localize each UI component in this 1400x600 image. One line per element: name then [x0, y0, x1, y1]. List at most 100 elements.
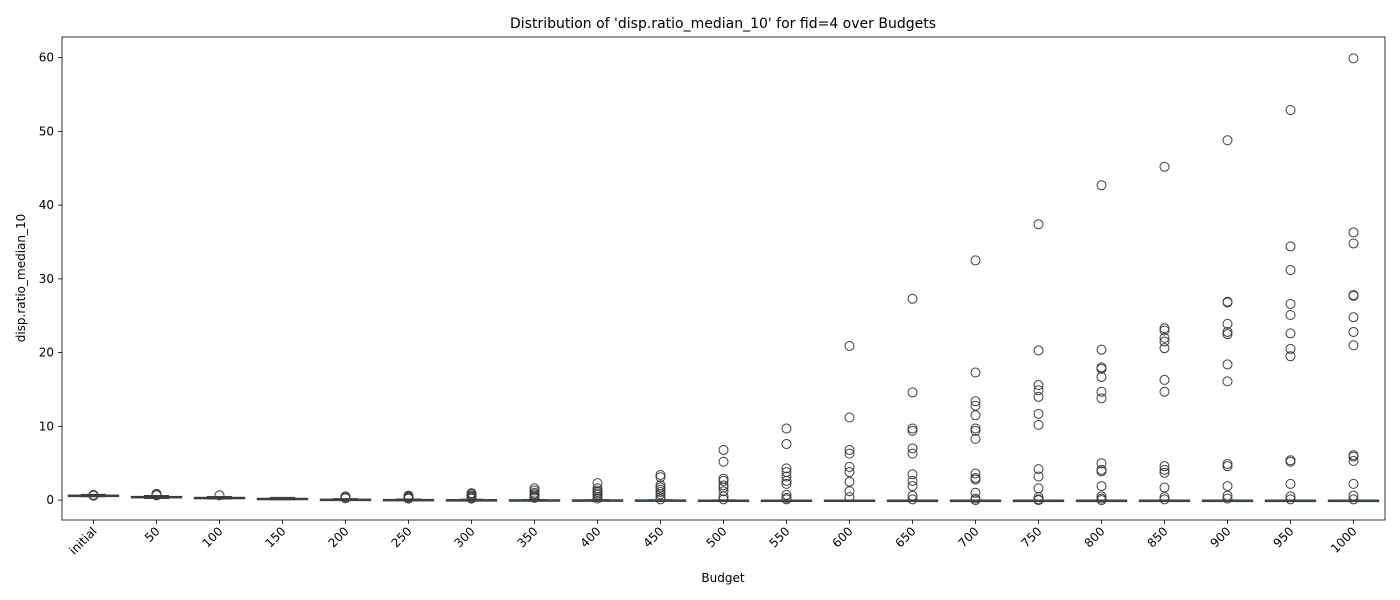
outlier-250-4 — [403, 493, 414, 504]
outlier-600-3 — [844, 448, 855, 459]
outlier-900-10 — [1222, 481, 1233, 492]
box-450 — [634, 470, 687, 505]
outlier-550-1 — [781, 439, 792, 450]
box-600 — [823, 340, 876, 503]
box-350 — [508, 483, 561, 503]
outlier-900-4 — [1222, 326, 1233, 337]
outlier-650-1 — [907, 387, 918, 398]
outlier-850-9 — [1159, 464, 1170, 475]
outlier-550-6 — [781, 478, 792, 489]
outlier-950-5 — [1285, 328, 1296, 339]
outlier-800-11 — [1096, 491, 1107, 502]
outlier-550-5 — [781, 475, 792, 486]
x-tick-label-initial: initial — [66, 524, 99, 557]
outlier-750-4 — [1033, 391, 1044, 402]
outlier-750-0 — [1033, 219, 1044, 230]
outlier-500-6 — [718, 486, 729, 497]
box-400 — [571, 478, 624, 504]
outlier-800-5 — [1096, 386, 1107, 397]
outlier-850-4 — [1159, 336, 1170, 347]
x-tick-label-100: 100 — [200, 524, 226, 550]
box-200 — [319, 491, 372, 504]
outlier-850-2 — [1159, 325, 1170, 336]
outlier-850-12 — [1159, 492, 1170, 503]
outlier-900-8 — [1222, 458, 1233, 469]
outlier-900-9 — [1222, 461, 1233, 472]
x-tick-label-550: 550 — [767, 524, 793, 550]
outlier-850-0 — [1159, 161, 1170, 172]
outlier-initial-1 — [88, 489, 99, 500]
outlier-700-5 — [970, 423, 981, 434]
outlier-450-5 — [655, 486, 666, 497]
outlier-650-0 — [907, 293, 918, 304]
outlier-950-9 — [1285, 456, 1296, 467]
y-tick-label-40: 40 — [39, 198, 54, 212]
outlier-550-9 — [781, 494, 792, 505]
outlier-650-9 — [907, 490, 918, 501]
outlier-650-5 — [907, 448, 918, 459]
x-tick-label-50: 50 — [142, 524, 163, 545]
box-initial — [67, 489, 120, 501]
outlier-700-3 — [970, 400, 981, 411]
outlier-900-12 — [1222, 493, 1233, 504]
outlier-450-4 — [655, 484, 666, 495]
x-tick-label-650: 650 — [893, 524, 919, 550]
x-tick-label-800: 800 — [1082, 524, 1108, 550]
outlier-600-4 — [844, 461, 855, 472]
box-650 — [886, 293, 939, 505]
plot-frame — [61, 36, 1386, 521]
x-tick-label-300: 300 — [452, 524, 478, 550]
box-750 — [1012, 219, 1065, 506]
box-800 — [1075, 180, 1128, 506]
outlier-900-6 — [1222, 359, 1233, 370]
outlier-650-8 — [907, 481, 918, 492]
outlier-750-6 — [1033, 419, 1044, 430]
y-tick-label-20: 20 — [39, 346, 54, 360]
outlier-1000-0 — [1348, 53, 1359, 64]
x-tick-label-450: 450 — [641, 524, 667, 550]
box-500 — [697, 444, 750, 505]
outlier-700-10 — [970, 474, 981, 485]
outlier-650-6 — [907, 469, 918, 480]
outlier-650-7 — [907, 475, 918, 486]
outlier-600-6 — [844, 476, 855, 487]
outlier-700-2 — [970, 396, 981, 407]
outlier-950-11 — [1285, 491, 1296, 502]
outlier-750-11 — [1033, 494, 1044, 505]
outlier-750-12 — [1033, 495, 1044, 506]
outlier-100-0 — [214, 490, 225, 501]
outlier-800-3 — [1096, 363, 1107, 374]
outlier-500-1 — [718, 456, 729, 467]
outlier-900-7 — [1222, 376, 1233, 387]
x-tick-label-700: 700 — [956, 524, 982, 550]
outlier-950-3 — [1285, 298, 1296, 309]
outlier-650-2 — [907, 423, 918, 434]
outlier-700-6 — [970, 425, 981, 436]
outlier-1000-3 — [1348, 290, 1359, 301]
outlier-450-8 — [655, 494, 666, 505]
outlier-850-5 — [1159, 343, 1170, 354]
box-900 — [1201, 135, 1254, 504]
outlier-550-0 — [781, 423, 792, 434]
outlier-950-1 — [1285, 241, 1296, 252]
outlier-800-13 — [1096, 495, 1107, 506]
outlier-500-3 — [718, 475, 729, 486]
outlier-700-7 — [970, 433, 981, 444]
outlier-950-6 — [1285, 343, 1296, 354]
outlier-400-7 — [592, 493, 603, 504]
outlier-450-3 — [655, 482, 666, 493]
outlier-500-0 — [718, 444, 729, 455]
outlier-850-8 — [1159, 461, 1170, 472]
outlier-1000-2 — [1348, 238, 1359, 249]
outlier-700-13 — [970, 495, 981, 506]
outlier-200-3 — [340, 493, 351, 504]
outlier-800-7 — [1096, 458, 1107, 469]
outlier-700-0 — [970, 255, 981, 266]
outlier-800-4 — [1096, 371, 1107, 382]
outlier-950-0 — [1285, 105, 1296, 116]
outlier-750-2 — [1033, 380, 1044, 391]
box-700 — [949, 255, 1002, 506]
outlier-600-0 — [844, 340, 855, 351]
x-tick-label-500: 500 — [704, 524, 730, 550]
outlier-750-8 — [1033, 471, 1044, 482]
